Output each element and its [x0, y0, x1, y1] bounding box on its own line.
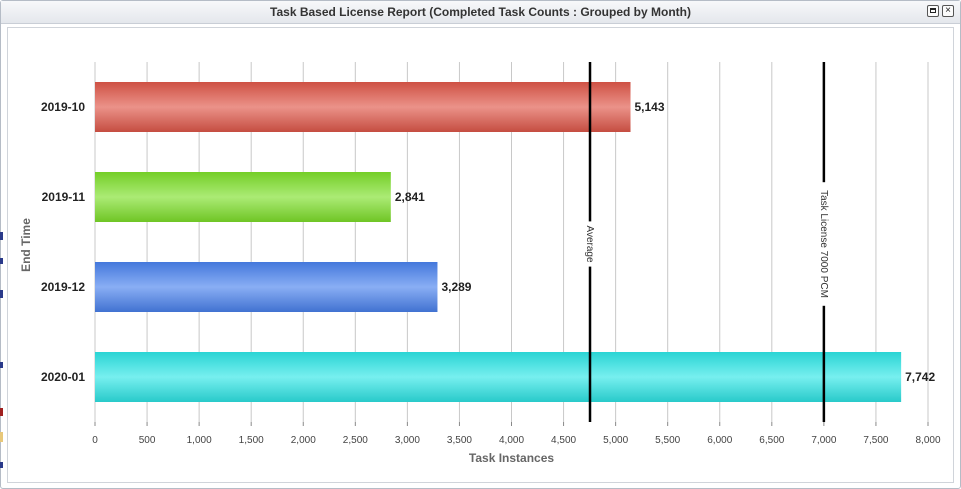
- x-tick-label: 2,500: [343, 435, 368, 446]
- x-tick-label: 5,000: [603, 435, 628, 446]
- reference-label: Task License 7000 PCM: [818, 190, 829, 298]
- x-axis-title: Task Instances: [469, 451, 554, 465]
- reference-label: Average: [584, 225, 595, 263]
- category-label: 2019-10: [41, 100, 85, 114]
- x-tick-label: 1,000: [187, 435, 212, 446]
- x-tick-label: 0: [92, 435, 98, 446]
- x-tick-label: 4,000: [499, 435, 524, 446]
- x-tick-label: 6,500: [759, 435, 784, 446]
- x-tick-label: 6,000: [707, 435, 732, 446]
- edge-fragment: [0, 258, 3, 264]
- close-icon[interactable]: ×: [942, 5, 954, 17]
- chart-panel: [7, 27, 954, 483]
- y-axis-title: End Time: [19, 218, 33, 272]
- edge-fragment: [0, 232, 3, 240]
- x-tick-label: 8,000: [915, 435, 940, 446]
- reference-label-bg: [817, 182, 830, 306]
- data-label: 7,742: [905, 370, 935, 384]
- category-label: 2019-11: [42, 190, 86, 204]
- x-tick-label: 1,500: [239, 435, 264, 446]
- maximize-icon[interactable]: [927, 5, 939, 17]
- x-tick-label: 4,500: [551, 435, 576, 446]
- edge-fragment: [0, 408, 3, 416]
- data-label: 2,841: [395, 190, 425, 204]
- edge-fragment: [0, 362, 3, 368]
- window-titlebar: Task Based License Report (Completed Tas…: [1, 1, 960, 24]
- x-tick-label: 500: [139, 435, 156, 446]
- reference-label-bg: [584, 221, 597, 267]
- bar: [95, 262, 438, 312]
- x-tick-label: 7,000: [811, 435, 836, 446]
- bar: [95, 352, 902, 402]
- x-tick-label: 3,500: [447, 435, 472, 446]
- category-label: 2020-01: [41, 370, 85, 384]
- bar: [95, 82, 631, 132]
- edge-fragment: [0, 462, 3, 468]
- x-tick-label: 5,500: [655, 435, 680, 446]
- window-title: Task Based License Report (Completed Tas…: [270, 5, 691, 19]
- x-tick-label: 7,500: [863, 435, 888, 446]
- x-tick-label: 3,000: [395, 435, 420, 446]
- data-label: 5,143: [635, 100, 665, 114]
- x-tick-label: 2,000: [291, 435, 316, 446]
- bar: [95, 172, 391, 222]
- edge-fragment: [0, 432, 3, 442]
- data-label: 3,289: [441, 280, 471, 294]
- category-label: 2019-12: [41, 280, 85, 294]
- edge-fragment: [0, 290, 3, 298]
